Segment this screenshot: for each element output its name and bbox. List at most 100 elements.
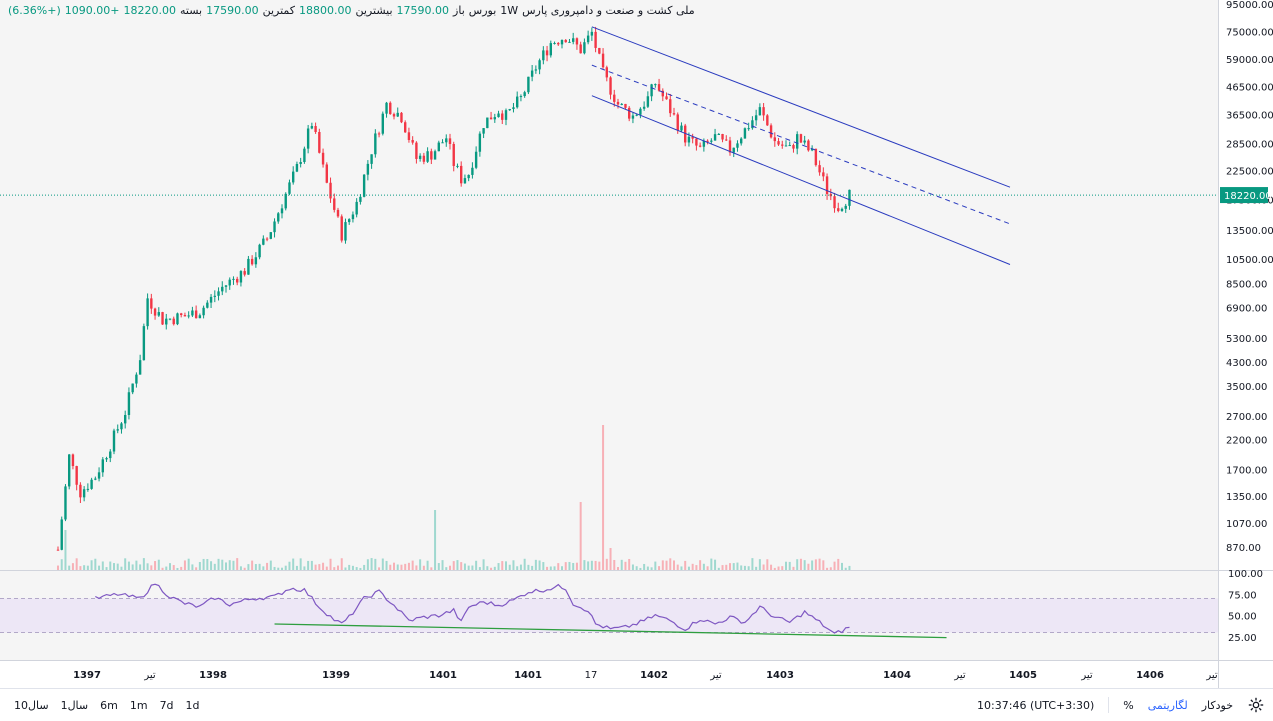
candle-body [721, 134, 724, 140]
candle-body [94, 478, 97, 480]
clock-label[interactable]: 10:37:46 (UTC+3:30) [977, 698, 1095, 712]
candle-body [542, 50, 545, 61]
volume-bar [213, 563, 216, 570]
candle-body [501, 113, 504, 120]
volume-bar [366, 559, 369, 570]
close-value: 18220.00 [123, 4, 176, 17]
candle-body [60, 519, 63, 550]
candle-body [467, 174, 470, 179]
volume-bar [568, 561, 571, 570]
volume-bar [251, 560, 254, 570]
volume-bar [628, 558, 631, 570]
volume-bar [553, 566, 556, 570]
candle-body [254, 257, 258, 265]
rsi-line [95, 583, 850, 634]
chart-area[interactable]: 95000.00 75000.00 59000.00 46500.00 36500.00… [0, 0, 1273, 688]
volume-bar [292, 558, 295, 570]
channel-middle-line [591, 64, 1011, 225]
volume-bar [57, 565, 59, 570]
candle-body [90, 479, 93, 489]
chart-svg[interactable]: 95000.00 75000.00 59000.00 46500.00 36500.00… [0, 0, 1273, 688]
volume-bar [680, 566, 683, 570]
candle-body [728, 140, 732, 153]
candle-body [784, 145, 788, 147]
candle-body [628, 107, 631, 119]
exchange-label: بورس [468, 4, 497, 17]
volume-bar [508, 564, 511, 570]
candle-body [206, 302, 209, 308]
candle-body [422, 155, 426, 162]
candle-body [594, 31, 597, 48]
high-label: بیشترین [355, 4, 393, 17]
range-7d-button[interactable]: 7d [159, 698, 174, 712]
candle-body [710, 140, 713, 142]
range-6m-button[interactable]: 6m [100, 698, 118, 712]
candle-body [198, 315, 202, 319]
candle-body [631, 115, 635, 119]
candle-body [743, 128, 747, 139]
range-1m-button[interactable]: 1m [129, 698, 148, 712]
volume-bar [307, 560, 310, 570]
candle-body [153, 308, 157, 316]
volume-bar [658, 566, 661, 570]
volume-bar [113, 563, 115, 570]
candle-body [448, 138, 452, 144]
price-tick-label: 13500.00 [1226, 226, 1273, 237]
rsi-tick-label: 75.00 [1228, 590, 1257, 601]
candle-body [732, 147, 735, 153]
volume-bar [788, 561, 791, 570]
volume-bar [635, 566, 638, 570]
candle-body [754, 115, 758, 121]
candle-body [187, 315, 190, 317]
low-label: کمترین [262, 4, 295, 17]
log-toggle[interactable]: لگاریتمی [1147, 698, 1188, 712]
candle-body [336, 209, 340, 217]
volume-bar [624, 561, 627, 570]
candle-body [736, 143, 739, 148]
candle-body [799, 134, 803, 143]
gear-icon[interactable] [1247, 696, 1265, 714]
volume-bar [792, 566, 795, 570]
candle-body [680, 125, 683, 131]
candle-body [314, 126, 317, 132]
volume-bar [706, 566, 709, 570]
volume-bar [322, 562, 325, 570]
candle-body [430, 151, 433, 160]
volume-bar [732, 563, 735, 570]
time-tick-label: 1403 [766, 670, 794, 681]
change-value: +1090.00 [64, 4, 120, 17]
candle-body [523, 92, 526, 97]
range-1d-button[interactable]: 1d [185, 698, 200, 712]
low-value: 17590.00 [206, 4, 259, 17]
volume-bar [631, 564, 634, 570]
price-tick-label: 4300.00 [1226, 358, 1267, 369]
volume-bar [124, 558, 127, 570]
volume-bar [803, 560, 806, 570]
volume-bar [68, 565, 71, 570]
volume-bar [407, 562, 410, 570]
candle-body [478, 133, 482, 152]
percent-toggle[interactable]: % [1123, 698, 1134, 712]
candle-body [605, 67, 608, 78]
candle-body [418, 155, 422, 159]
candle-body [616, 101, 620, 105]
time-tick-label: 1399 [322, 670, 350, 681]
volume-bar [254, 564, 257, 570]
candle-body [112, 430, 116, 452]
volume-bar [740, 565, 743, 570]
volume-bar [646, 566, 649, 570]
bottom-toolbar: 10سال 1سال 6m 1m 7d 1d 10:37:46 (UTC+3:3… [0, 688, 1273, 721]
volume-bar [534, 559, 537, 570]
range-10y-button[interactable]: 10سال [14, 698, 49, 712]
volume-bar [441, 560, 444, 570]
volume-bar [519, 564, 522, 570]
volume-bar [355, 567, 358, 570]
auto-toggle[interactable]: خودکار [1201, 698, 1233, 712]
volume-bar [426, 560, 429, 570]
range-1y-button[interactable]: 1سال [60, 698, 89, 712]
high-value: 18800.00 [299, 4, 352, 17]
candle-body [837, 208, 840, 211]
candle-body [702, 140, 706, 147]
volume-bar [463, 563, 466, 570]
time-tick-label: 1405 [1009, 670, 1037, 681]
